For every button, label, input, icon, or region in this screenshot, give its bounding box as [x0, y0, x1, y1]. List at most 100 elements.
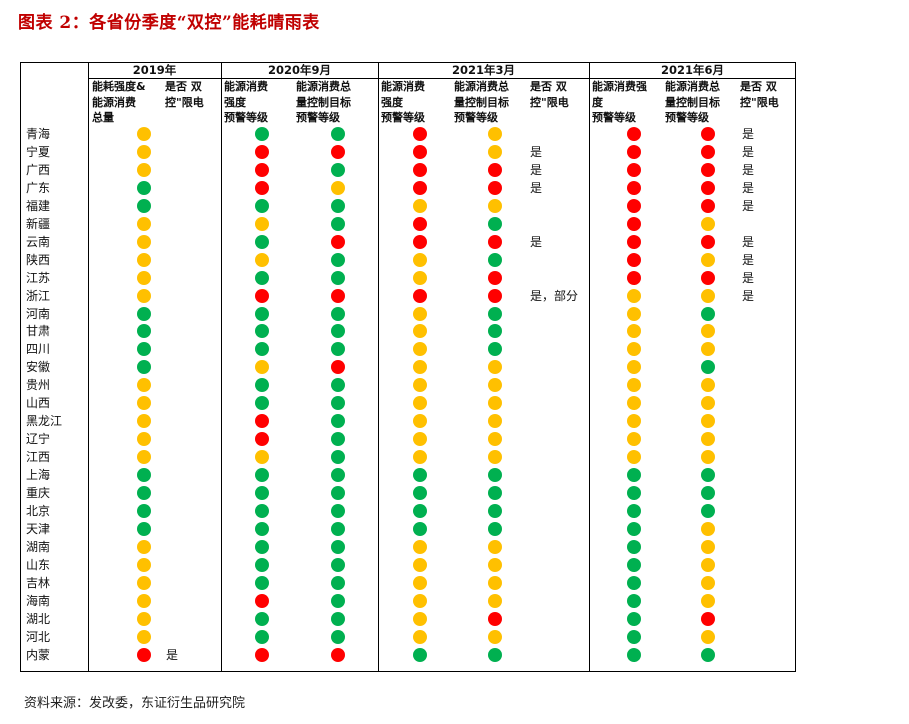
warning-dot-c2019	[137, 432, 151, 447]
warning-dot-a	[255, 468, 269, 483]
province-label: 山西	[26, 396, 51, 411]
warning-dot-e	[627, 521, 641, 536]
power-limit-flag: 是	[742, 198, 755, 213]
warning-dot-c	[413, 342, 427, 357]
period-2021-06: 2021年6月	[660, 63, 724, 77]
warning-dot-b	[331, 324, 345, 339]
warning-dot-f	[701, 539, 715, 554]
warning-dot-f	[701, 396, 715, 411]
province-label: 江苏	[26, 270, 51, 285]
warning-dot-d	[488, 468, 502, 483]
warning-dot-c	[413, 270, 427, 285]
power-limit-flag: 是	[530, 162, 543, 177]
power-limit-flag: 是	[742, 144, 755, 159]
power-limit-flag: 是	[742, 127, 755, 141]
warning-dot-c2019	[137, 378, 151, 393]
warning-dot-a	[255, 360, 269, 375]
warning-dot-e	[627, 486, 641, 500]
warning-dot-c	[413, 468, 427, 483]
warning-dot-c2019	[137, 593, 151, 608]
warning-dot-a	[255, 127, 269, 141]
warning-dot-f	[701, 288, 715, 303]
province-label: 河北	[26, 629, 51, 644]
power-limit-flag: 是	[742, 162, 755, 177]
warning-dot-c2019	[137, 324, 151, 339]
warning-dot-c2019	[137, 468, 151, 483]
warning-dot-a	[255, 539, 269, 554]
warning-dot-b	[331, 198, 345, 213]
warning-dot-d	[488, 216, 502, 231]
warning-dot-c2019	[137, 252, 151, 267]
warning-dot-d	[488, 539, 502, 554]
header-2021-03-intensity: 能源消费 强度 预警等级	[381, 80, 425, 124]
warning-dot-b	[331, 306, 345, 321]
province-label: 广西	[26, 162, 51, 177]
warning-dot-e	[627, 593, 641, 608]
warning-dot-d	[488, 486, 502, 500]
warning-dot-b	[331, 288, 345, 303]
warning-dot-c2019	[137, 629, 151, 644]
warning-dot-d	[488, 503, 502, 518]
warning-dot-b	[331, 234, 345, 249]
warning-dot-c2019	[137, 216, 151, 231]
warning-dot-b	[331, 521, 345, 536]
warning-dot-d	[488, 324, 502, 339]
warning-dot-b	[331, 503, 345, 518]
warning-dot-b	[331, 162, 345, 177]
warning-dot-d	[488, 575, 502, 590]
header-2020-intensity: 能源消费 强度 预警等级	[224, 80, 268, 124]
warning-dot-b	[331, 593, 345, 608]
warning-dot-d	[488, 593, 502, 608]
warning-dot-c	[413, 198, 427, 213]
warning-dot-a	[255, 288, 269, 303]
warning-dot-a	[255, 306, 269, 321]
warning-dot-b	[331, 486, 345, 500]
warning-dot-e	[627, 252, 641, 267]
warning-dot-c	[413, 252, 427, 267]
warning-dot-c2019	[137, 360, 151, 375]
warning-dot-c	[413, 162, 427, 177]
warning-dot-f	[701, 611, 715, 626]
province-label: 福建	[26, 198, 51, 213]
warning-dot-d	[488, 396, 502, 411]
warning-dot-f	[701, 414, 715, 429]
warning-dot-e	[627, 144, 641, 159]
province-label: 吉林	[26, 575, 51, 590]
power-limit-flag: 是	[530, 180, 543, 195]
warning-dot-b	[331, 216, 345, 231]
warning-dot-a	[255, 503, 269, 518]
warning-dot-e	[627, 629, 641, 644]
warning-dot-a	[255, 144, 269, 159]
warning-dot-f	[701, 575, 715, 590]
warning-dot-c2019	[137, 450, 151, 465]
warning-dot-b	[331, 378, 345, 393]
warning-dot-f	[701, 450, 715, 465]
warning-dot-c2019	[137, 180, 151, 195]
warning-dot-f	[701, 503, 715, 518]
warning-dot-c2019	[137, 162, 151, 177]
warning-dot-f	[701, 647, 715, 662]
warning-dot-f	[701, 252, 715, 267]
warning-dot-b	[331, 252, 345, 267]
power-limit-flag: 是	[742, 270, 755, 285]
warning-dot-f	[701, 342, 715, 357]
warning-dot-b	[331, 647, 345, 662]
warning-dot-e	[627, 216, 641, 231]
province-label: 安徽	[26, 360, 51, 375]
warning-dot-c	[413, 432, 427, 447]
warning-dot-c	[413, 144, 427, 159]
warning-dot-c	[413, 647, 427, 662]
header-2020-total: 能源消费总 量控制目标 预警等级	[296, 80, 351, 124]
province-label: 甘肃	[26, 324, 51, 339]
warning-dot-c	[413, 234, 427, 249]
warning-dot-d	[488, 252, 502, 267]
warning-dot-e	[627, 342, 641, 357]
warning-dot-d	[488, 288, 502, 303]
province-label: 辽宁	[26, 432, 51, 447]
warning-dot-c2019	[137, 557, 151, 572]
warning-dot-a	[255, 593, 269, 608]
warning-dot-f	[701, 162, 715, 177]
power-limit-flag: 是	[166, 647, 179, 662]
warning-dot-e	[627, 234, 641, 249]
warning-dot-c	[413, 216, 427, 231]
